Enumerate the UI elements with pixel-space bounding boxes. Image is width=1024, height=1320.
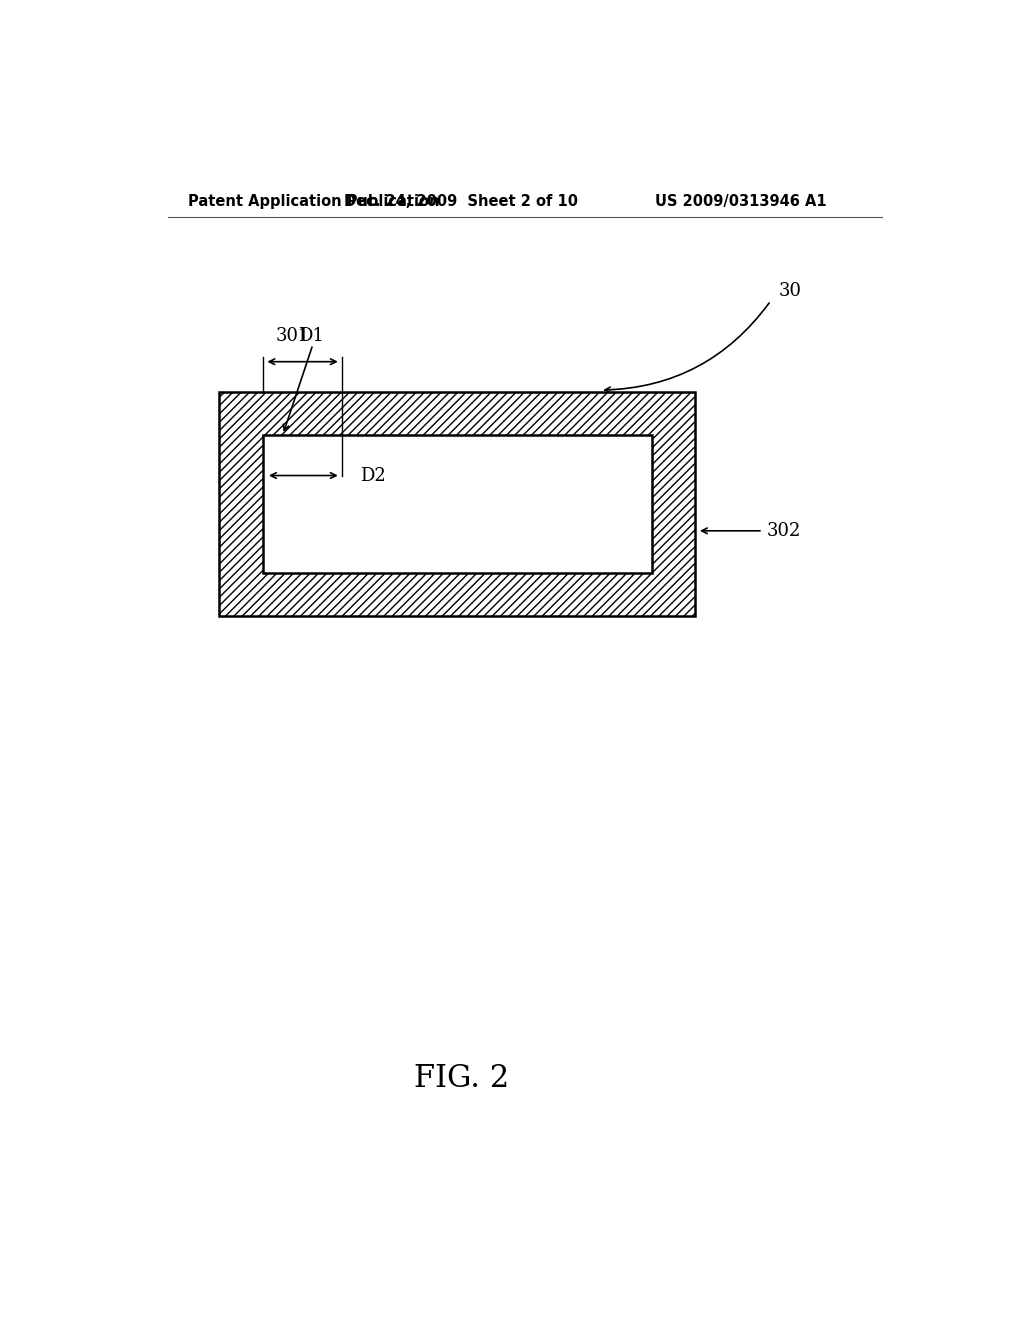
Bar <box>219 392 695 615</box>
Text: 30: 30 <box>779 281 802 300</box>
Bar <box>263 434 652 573</box>
Text: FIG. 2: FIG. 2 <box>414 1063 509 1094</box>
Text: D2: D2 <box>359 466 385 484</box>
Text: Patent Application Publication: Patent Application Publication <box>187 194 439 209</box>
Text: 302: 302 <box>767 521 801 540</box>
Text: 301: 301 <box>276 327 310 346</box>
Text: D1: D1 <box>298 327 324 346</box>
Text: Dec. 24, 2009  Sheet 2 of 10: Dec. 24, 2009 Sheet 2 of 10 <box>344 194 579 209</box>
Text: US 2009/0313946 A1: US 2009/0313946 A1 <box>654 194 826 209</box>
